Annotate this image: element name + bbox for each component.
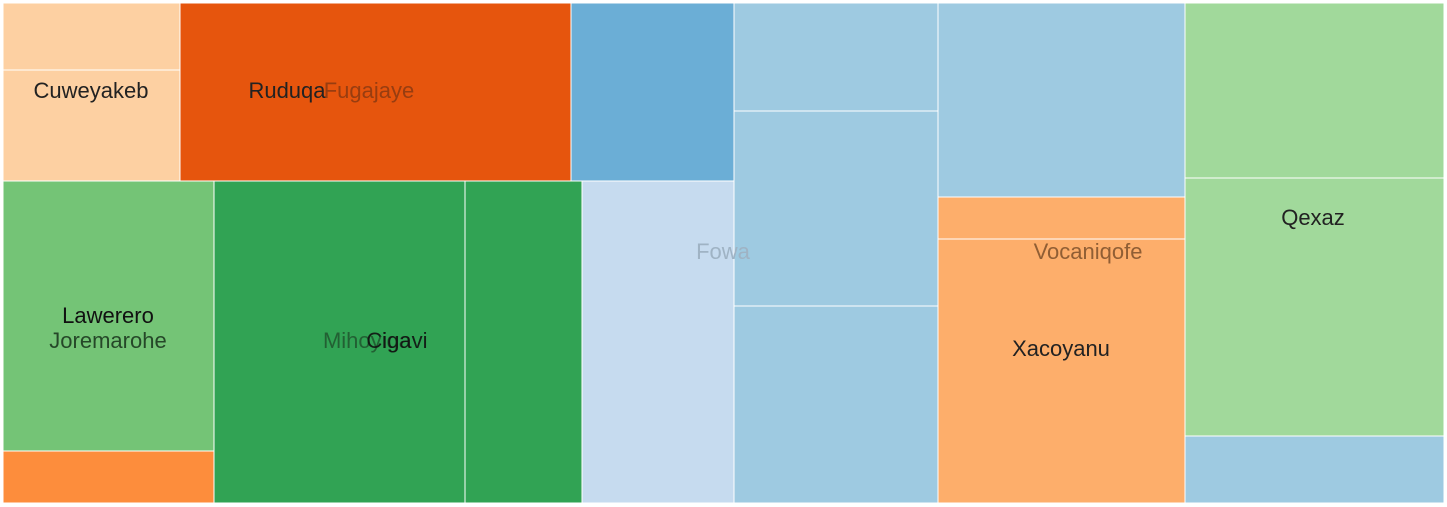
treemap-label: Qexaz bbox=[1281, 205, 1345, 230]
treemap-cell bbox=[937, 2, 1186, 198]
treemap-label: Joremarohe bbox=[49, 328, 166, 353]
treemap-cell bbox=[733, 110, 939, 307]
treemap-cell bbox=[937, 238, 1186, 504]
treemap-label: Mihoyiga bbox=[323, 328, 412, 353]
treemap-cell bbox=[733, 2, 939, 112]
treemap-cell bbox=[2, 180, 215, 452]
treemap-cell bbox=[1184, 177, 1445, 437]
treemap-cell bbox=[581, 180, 735, 504]
treemap-cell bbox=[1184, 2, 1445, 179]
treemap-cell bbox=[464, 180, 583, 504]
treemap-label: Lawerero bbox=[62, 303, 154, 328]
treemap-cell bbox=[1184, 435, 1445, 504]
treemap-cell bbox=[2, 450, 215, 504]
treemap-cell bbox=[733, 305, 939, 504]
treemap-cell bbox=[570, 2, 735, 182]
treemap-cell bbox=[2, 2, 181, 71]
treemap-label: Cigavi bbox=[366, 328, 427, 353]
treemap-label: Xacoyanu bbox=[1012, 336, 1110, 361]
treemap-label: Ruduqa bbox=[248, 78, 326, 103]
treemap-label: Fowa bbox=[696, 239, 751, 264]
treemap-cell bbox=[937, 196, 1186, 240]
treemap-label: Cuweyakeb bbox=[34, 78, 149, 103]
treemap-label: Vocaniqofe bbox=[1034, 239, 1143, 264]
treemap-cell bbox=[2, 69, 181, 182]
treemap-cell bbox=[179, 2, 572, 182]
treemap-cell bbox=[213, 180, 466, 504]
treemap-label: Fugajaye bbox=[324, 78, 415, 103]
